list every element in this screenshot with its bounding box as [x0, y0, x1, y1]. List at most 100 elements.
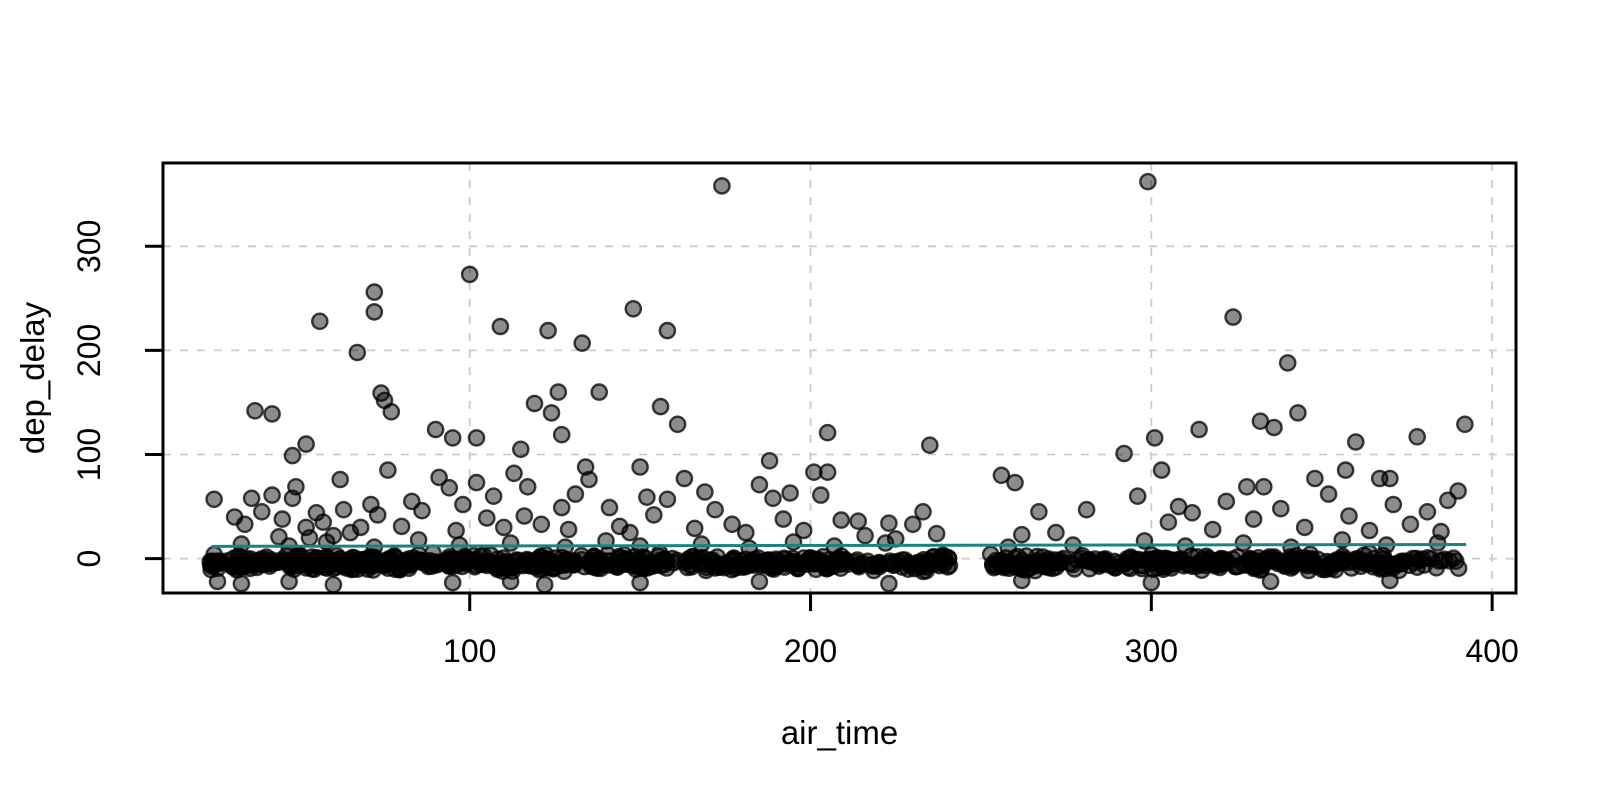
data-point: [314, 549, 333, 568]
data-point: [1381, 571, 1399, 590]
data-point: [658, 321, 677, 340]
data-point: [1432, 522, 1450, 541]
data-point: [685, 519, 704, 538]
data-point: [1408, 558, 1427, 577]
data-point: [1265, 418, 1283, 437]
data-point: [927, 524, 946, 543]
data-point: [501, 572, 520, 591]
data-point: [681, 552, 700, 570]
data-point: [893, 551, 912, 569]
data-point: [1234, 534, 1253, 552]
data-point: [750, 475, 769, 494]
data-point: [300, 529, 319, 547]
data-point: [455, 553, 474, 572]
data-point: [1306, 469, 1324, 488]
data-point: [1316, 558, 1334, 576]
data-point: [549, 383, 568, 401]
data-point: [525, 394, 544, 413]
data-point: [1242, 550, 1260, 569]
data-point: [1340, 507, 1358, 525]
y-tick-label: 100: [71, 428, 107, 481]
data-point: [1013, 571, 1031, 590]
data-point: [713, 177, 731, 195]
data-point: [812, 486, 830, 504]
data-point: [205, 490, 223, 509]
data-point: [856, 526, 874, 545]
data-point: [723, 552, 742, 570]
data-point: [235, 515, 254, 534]
y-tick-label: 0: [71, 550, 107, 568]
data-point: [1042, 554, 1060, 573]
data-point: [348, 343, 367, 362]
data-point: [225, 549, 243, 568]
data-point: [1255, 477, 1273, 496]
x-tick-label: 400: [1465, 633, 1518, 669]
data-point: [1224, 308, 1242, 326]
data-point: [1145, 429, 1164, 447]
data-point: [1115, 444, 1133, 463]
data-point: [737, 523, 755, 542]
data-point: [428, 555, 446, 574]
data-point: [871, 554, 889, 573]
data-point: [760, 451, 779, 470]
data-point: [1217, 492, 1236, 511]
trend-line-layer: [211, 542, 1467, 548]
data-point: [573, 334, 592, 352]
data-point: [651, 397, 670, 416]
data-point: [645, 506, 663, 524]
data-point: [904, 515, 922, 534]
data-point: [368, 506, 387, 524]
data-point: [1128, 487, 1147, 506]
data-point: [849, 512, 868, 531]
data-point: [706, 500, 724, 519]
data-point: [501, 534, 520, 552]
x-axis-label: air_time: [781, 714, 898, 751]
data-point: [817, 554, 836, 573]
y-tick-label: 200: [71, 324, 107, 377]
data-point: [496, 552, 514, 571]
data-point: [758, 551, 777, 570]
data-point: [638, 488, 656, 507]
data-point: [818, 463, 837, 482]
data-point: [467, 473, 486, 492]
data-point: [1261, 572, 1280, 591]
data-point: [505, 464, 523, 483]
axes: [145, 161, 1518, 611]
data-point: [653, 552, 671, 570]
data-point: [535, 575, 554, 594]
data-point: [1272, 499, 1290, 518]
data-point: [505, 556, 523, 575]
data-point: [443, 573, 462, 592]
data-point: [440, 478, 459, 497]
data-point: [260, 554, 279, 573]
data-point: [1295, 518, 1314, 537]
data-point: [273, 510, 292, 528]
data-point: [566, 485, 585, 503]
data-point: [460, 265, 479, 284]
data-point: [1183, 557, 1201, 576]
data-point: [992, 466, 1011, 485]
data-point: [1030, 502, 1048, 521]
data-point: [1244, 510, 1263, 528]
data-point: [1401, 515, 1420, 534]
data-point: [580, 553, 599, 572]
data-point: [696, 483, 714, 501]
data-point: [287, 477, 305, 496]
data-point: [329, 554, 348, 572]
data-point: [1077, 500, 1096, 519]
data-point: [788, 554, 806, 573]
data-point: [280, 572, 298, 591]
data-point: [365, 283, 384, 301]
data-point: [1370, 558, 1389, 577]
data-point: [692, 535, 711, 553]
data-point: [310, 312, 329, 331]
data-point: [1381, 469, 1399, 488]
data-point: [668, 415, 687, 434]
data-point: [1139, 172, 1157, 191]
data-point: [1282, 538, 1300, 557]
data-point: [477, 509, 496, 527]
data-point: [484, 487, 503, 506]
y-axis-label: dep_delay: [14, 301, 51, 454]
